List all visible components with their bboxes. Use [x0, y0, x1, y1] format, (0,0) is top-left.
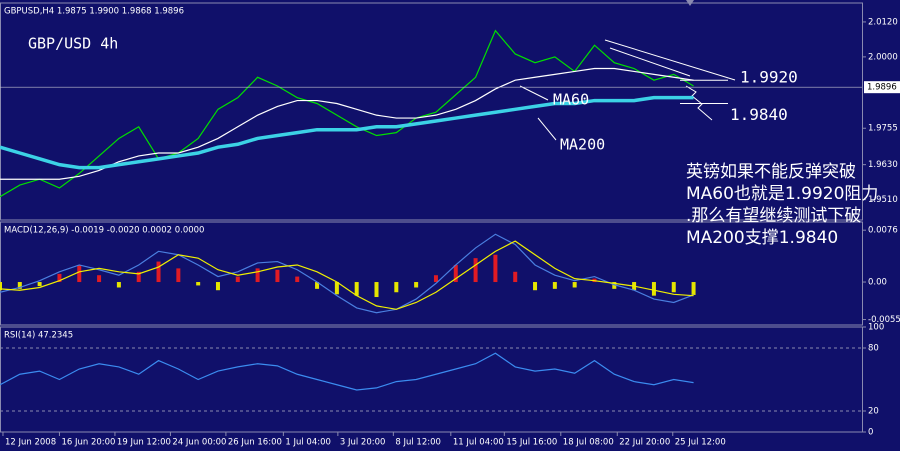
y-tick-label: 1.9510: [868, 195, 898, 205]
histogram-bar: [315, 282, 320, 289]
x-tick-label: 16 Jun 20:00: [61, 438, 115, 448]
y-tick-label: 0.0076: [868, 226, 898, 236]
chart-title: GBP/USD 4h: [28, 35, 118, 53]
x-tick-label: 19 Jun 12:00: [117, 438, 171, 448]
level-label: 1.9920: [740, 68, 798, 87]
histogram-bar: [215, 282, 220, 291]
panel-header: RSI(14) 47.2345: [4, 331, 73, 341]
x-tick-label: 25 Jul 12:00: [675, 438, 726, 448]
histogram-bar: [235, 276, 240, 283]
histogram-bar: [156, 261, 161, 283]
histogram-bar: [37, 282, 42, 287]
histogram-bar: [255, 268, 260, 283]
histogram-bar: [77, 264, 82, 283]
histogram-bar: [552, 282, 557, 289]
pointer: [519, 85, 549, 101]
histogram-bar: [116, 282, 121, 288]
y-tick-label: 2.0000: [868, 52, 898, 62]
histogram-bar: [57, 273, 62, 283]
last-price-label: 1.9896: [867, 83, 897, 93]
histogram-bar: [136, 271, 141, 283]
histogram-bar: [493, 254, 498, 283]
y-tick-label: 20: [868, 407, 879, 417]
y-tick-label: 1.9755: [868, 124, 898, 134]
x-tick-label: 11 Jul 04:00: [453, 438, 504, 448]
histogram-bar: [433, 275, 438, 283]
histogram-bar: [374, 282, 379, 298]
histogram-bar: [651, 282, 656, 296]
price-panel: [0, 2, 863, 221]
series-label: MA60: [553, 91, 589, 109]
rsi-panel: [0, 326, 863, 433]
y-tick-label: 80: [868, 344, 879, 354]
y-tick-label: 0: [868, 428, 873, 438]
x-tick-label: 1 Jul 04:00: [285, 438, 331, 448]
y-tick-label: 2.0120: [868, 17, 898, 27]
forecast-path: [685, 85, 713, 121]
note: .那么有望继续测试下破: [686, 206, 861, 226]
series-line: [0, 352, 694, 391]
x-tick-label: 26 Jun 16:00: [228, 438, 282, 448]
x-tick-label: 12 Jun 2008: [5, 438, 56, 448]
y-tick-label: -0.0055: [868, 315, 900, 325]
level-label: 1.9840: [730, 105, 788, 124]
histogram-bar: [671, 282, 676, 293]
trend-line: [604, 39, 736, 81]
histogram-bar: [295, 276, 300, 283]
histogram-bar: [691, 282, 696, 295]
histogram-bar: [97, 275, 102, 283]
x-tick-label: 22 Jul 20:00: [619, 438, 670, 448]
panel-header: GBPUSD,H4 1.9875 1.9900 1.9868 1.9896: [4, 7, 184, 17]
note: MA200支撑1.9840: [686, 228, 838, 248]
shift-marker: [686, 0, 694, 6]
macd-panel: [0, 221, 863, 326]
note: 英镑如果不能反弹突破: [686, 162, 856, 182]
series-label: MA200: [560, 136, 605, 154]
histogram-bar: [473, 258, 478, 283]
histogram-bar: [275, 269, 280, 283]
trend-line: [609, 47, 691, 77]
y-tick-label: 1.9630: [868, 160, 898, 170]
y-tick-label: 0.00: [868, 278, 887, 288]
histogram-bar: [394, 282, 399, 293]
histogram-bar: [0, 282, 2, 291]
histogram-bar: [612, 282, 617, 289]
histogram-bar: [453, 264, 458, 283]
x-tick-label: 3 Jul 20:00: [340, 438, 386, 448]
series-line: [0, 233, 694, 314]
note: MA60也就是1.9920阻力: [686, 184, 878, 204]
histogram-bar: [533, 282, 538, 291]
histogram-bar: [572, 282, 577, 288]
histogram-bar: [176, 268, 181, 283]
histogram-bar: [354, 282, 359, 296]
panel-header: MACD(12,26,9) -0.0019 -0.0020 0.0002 0.0…: [4, 226, 204, 236]
histogram-bar: [196, 282, 201, 286]
x-tick-label: 18 Jul 08:00: [563, 438, 614, 448]
x-tick-label: 24 Jun 00:00: [172, 438, 226, 448]
histogram-bar: [414, 282, 419, 288]
pointer: [537, 117, 557, 141]
x-tick-label: 8 Jul 12:00: [395, 438, 441, 448]
x-tick-label: 15 Jul 16:00: [506, 438, 557, 448]
series-line: [0, 67, 694, 180]
histogram-bar: [513, 271, 518, 283]
last-price-box: [864, 81, 900, 94]
histogram-bar: [334, 282, 339, 295]
histogram-bar: [17, 282, 22, 289]
y-tick-label: 100: [868, 323, 884, 333]
series-line: [0, 29, 694, 198]
series-line: [0, 95, 694, 170]
series-line: [0, 240, 694, 310]
